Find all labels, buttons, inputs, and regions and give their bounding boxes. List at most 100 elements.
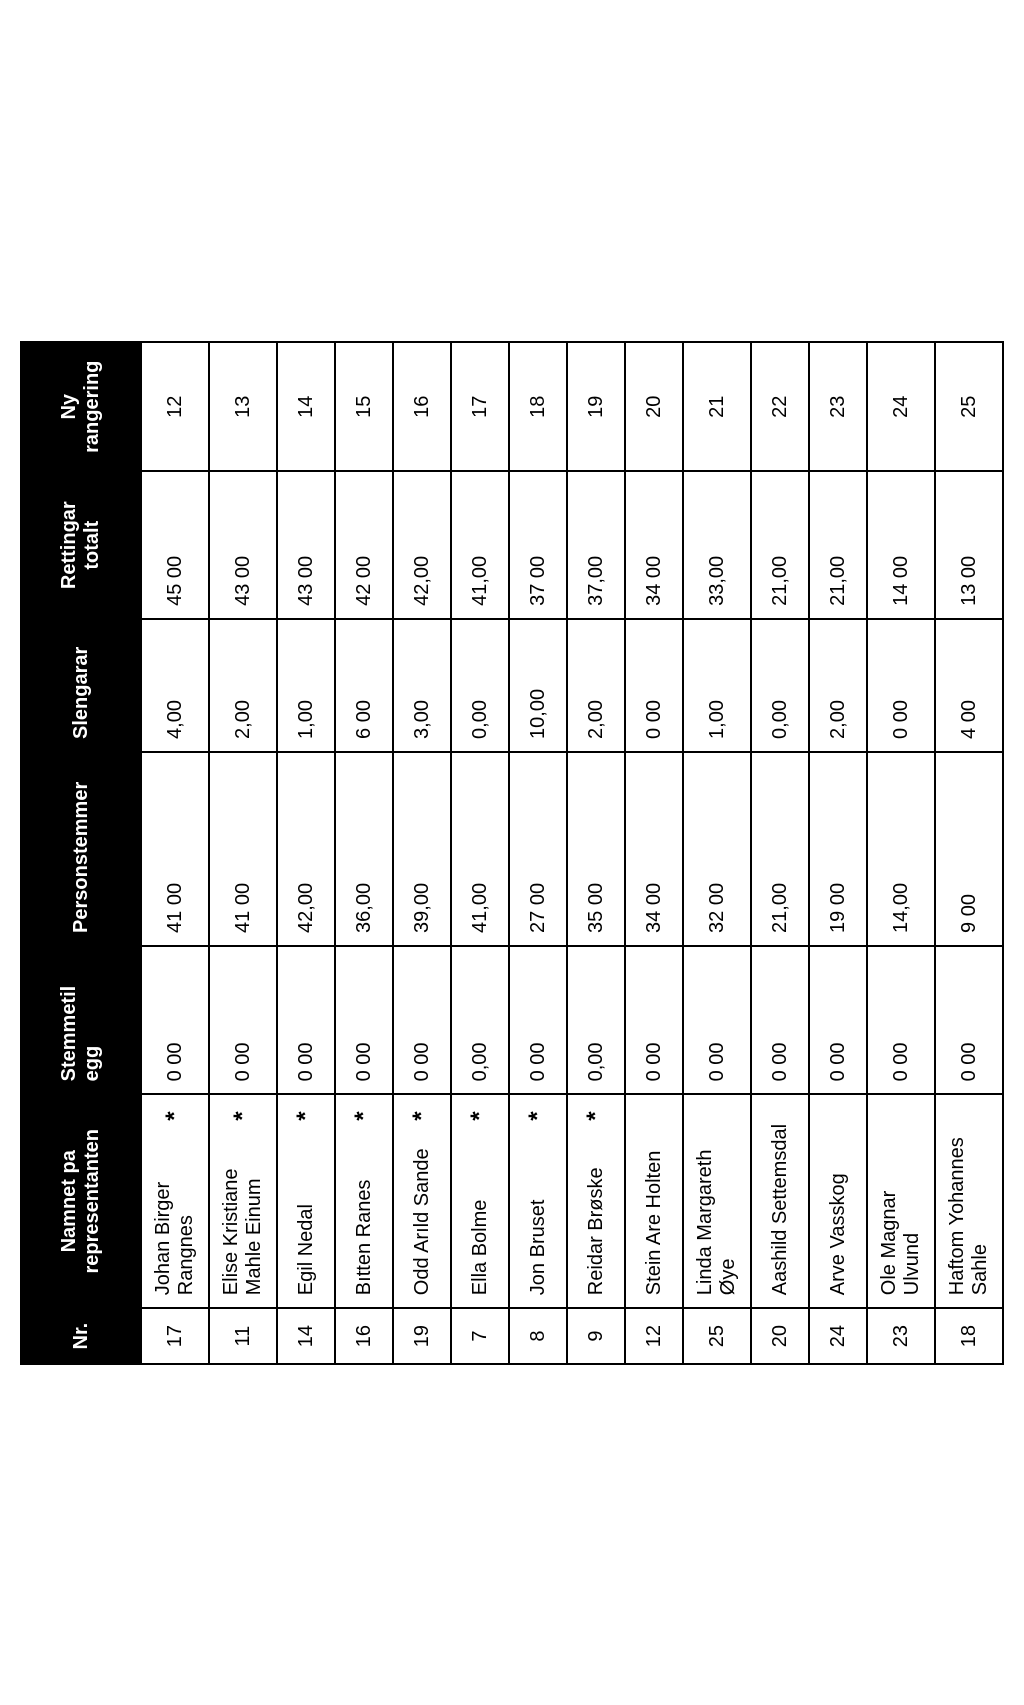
cell-stemmetil: 0 00 (509, 945, 567, 1093)
cell-slengarar: 4 00 (935, 618, 1003, 751)
cell-rettingar: 41,00 (451, 471, 509, 618)
cell-rangering: 16 (393, 342, 451, 471)
cell-person: 14,00 (867, 751, 935, 945)
cell-stemmetil: 0 00 (277, 945, 335, 1093)
cell-stemmetil: 0 00 (625, 945, 683, 1093)
cell-person: 41 00 (141, 751, 209, 945)
cell-rettingar: 21,00 (751, 471, 809, 618)
cell-nr: 18 (935, 1308, 1003, 1364)
header-stemmetil: Stemmetil egg (21, 945, 141, 1093)
cell-nr: 12 (625, 1308, 683, 1364)
table-row: 25Linda Margareth Øye0 0032 001,0033,002… (683, 342, 751, 1364)
cell-rettingar: 42 00 (335, 471, 393, 618)
representative-name: Ella Bolme (469, 1199, 492, 1295)
table-row: 24Arve Vasskog0 0019 002,0021,0023 (809, 342, 867, 1364)
header-name: Namnet pa representanten (21, 1094, 141, 1308)
cell-rettingar: 37,00 (567, 471, 625, 618)
representative-name: Stein Are Holten (643, 1150, 666, 1295)
cell-slengarar: 3,00 (393, 618, 451, 751)
cell-person: 34 00 (625, 751, 683, 945)
cell-person: 39,00 (393, 751, 451, 945)
cell-nr: 8 (509, 1308, 567, 1364)
cell-rangering: 12 (141, 342, 209, 471)
representative-name: Haftom Yohannes Sahle (946, 1123, 992, 1295)
cell-slengarar: 2,00 (809, 618, 867, 751)
cell-person: 35 00 (567, 751, 625, 945)
cell-rangering: 22 (751, 342, 809, 471)
cell-slengarar: 1,00 (683, 618, 751, 751)
cell-rangering: 20 (625, 342, 683, 471)
cell-stemmetil: 0 00 (141, 945, 209, 1093)
cell-person: 19 00 (809, 751, 867, 945)
cell-person: 9 00 (935, 751, 1003, 945)
table-row: 18Haftom Yohannes Sahle0 009 004 0013 00… (935, 342, 1003, 1364)
representative-name: Odd Arıld Sande (411, 1148, 434, 1295)
cell-name: Johan Birger Rangnes* (141, 1094, 209, 1308)
representative-name: Aashild Settemsdal (769, 1123, 792, 1294)
cell-nr: 14 (277, 1308, 335, 1364)
cell-name: Ella Bolme* (451, 1094, 509, 1308)
cell-rangering: 18 (509, 342, 567, 471)
representative-table: Nr. Namnet pa representanten Stemmetil e… (20, 341, 1004, 1365)
cell-name: Ole Magnar Ulvund (867, 1094, 935, 1308)
cell-person: 42,00 (277, 751, 335, 945)
cell-rangering: 15 (335, 342, 393, 471)
cell-nr: 17 (141, 1308, 209, 1364)
cell-rangering: 23 (809, 342, 867, 471)
cell-rettingar: 14 00 (867, 471, 935, 618)
cell-name: Haftom Yohannes Sahle (935, 1094, 1003, 1308)
table-row: 11Elise Kristiane Mahle Einum*0 0041 002… (209, 342, 277, 1364)
table-row: 14Egil Nedal*0 0042,001,0043 0014 (277, 342, 335, 1364)
cell-stemmetil: 0 00 (683, 945, 751, 1093)
cell-name: Arve Vasskog (809, 1094, 867, 1308)
cell-name: Odd Arıld Sande* (393, 1094, 451, 1308)
cell-rettingar: 45 00 (141, 471, 209, 618)
cell-rangering: 19 (567, 342, 625, 471)
cell-nr: 16 (335, 1308, 393, 1364)
cell-name: Stein Are Holten (625, 1094, 683, 1308)
table-row: 23Ole Magnar Ulvund0 0014,000 0014 0024 (867, 342, 935, 1364)
cell-name: Bıtten Ranes* (335, 1094, 393, 1308)
asterisk-mark: * (292, 1107, 320, 1120)
cell-person: 41,00 (451, 751, 509, 945)
cell-rangering: 14 (277, 342, 335, 471)
cell-nr: 7 (451, 1308, 509, 1364)
cell-slengarar: 4,00 (141, 618, 209, 751)
cell-rettingar: 37 00 (509, 471, 567, 618)
asterisk-mark: * (161, 1107, 189, 1120)
cell-rangering: 13 (209, 342, 277, 471)
cell-name: Aashild Settemsdal (751, 1094, 809, 1308)
representative-name: Linda Margareth Øye (694, 1123, 740, 1295)
cell-slengarar: 0 00 (625, 618, 683, 751)
cell-slengarar: 2,00 (209, 618, 277, 751)
cell-nr: 11 (209, 1308, 277, 1364)
cell-rettingar: 33,00 (683, 471, 751, 618)
cell-slengarar: 0,00 (451, 618, 509, 751)
cell-rangering: 21 (683, 342, 751, 471)
table-row: 12Stein Are Holten0 0034 000 0034 0020 (625, 342, 683, 1364)
cell-stemmetil: 0 00 (393, 945, 451, 1093)
cell-nr: 23 (867, 1308, 935, 1364)
cell-nr: 19 (393, 1308, 451, 1364)
header-person: Personstemmer (21, 751, 141, 945)
asterisk-mark: * (582, 1107, 610, 1120)
representative-name: Bıtten Ranes (353, 1179, 376, 1295)
cell-rangering: 17 (451, 342, 509, 471)
asterisk-mark: * (524, 1107, 552, 1120)
cell-rettingar: 43 00 (209, 471, 277, 618)
table-row: 7Ella Bolme*0,0041,000,0041,0017 (451, 342, 509, 1364)
cell-nr: 9 (567, 1308, 625, 1364)
cell-person: 36,00 (335, 751, 393, 945)
cell-rettingar: 13 00 (935, 471, 1003, 618)
table-row: 8Jon Bruset*0 0027 0010,0037 0018 (509, 342, 567, 1364)
cell-person: 21,00 (751, 751, 809, 945)
cell-stemmetil: 0 00 (809, 945, 867, 1093)
representative-name: Jon Bruset (527, 1199, 550, 1295)
representative-name: Ole Magnar Ulvund (878, 1123, 924, 1295)
cell-stemmetil: 0 00 (751, 945, 809, 1093)
table-row: 17Johan Birger Rangnes*0 0041 004,0045 0… (141, 342, 209, 1364)
cell-rettingar: 43 00 (277, 471, 335, 618)
cell-rangering: 24 (867, 342, 935, 471)
representative-name: Arve Vasskog (827, 1173, 850, 1295)
cell-person: 27 00 (509, 751, 567, 945)
